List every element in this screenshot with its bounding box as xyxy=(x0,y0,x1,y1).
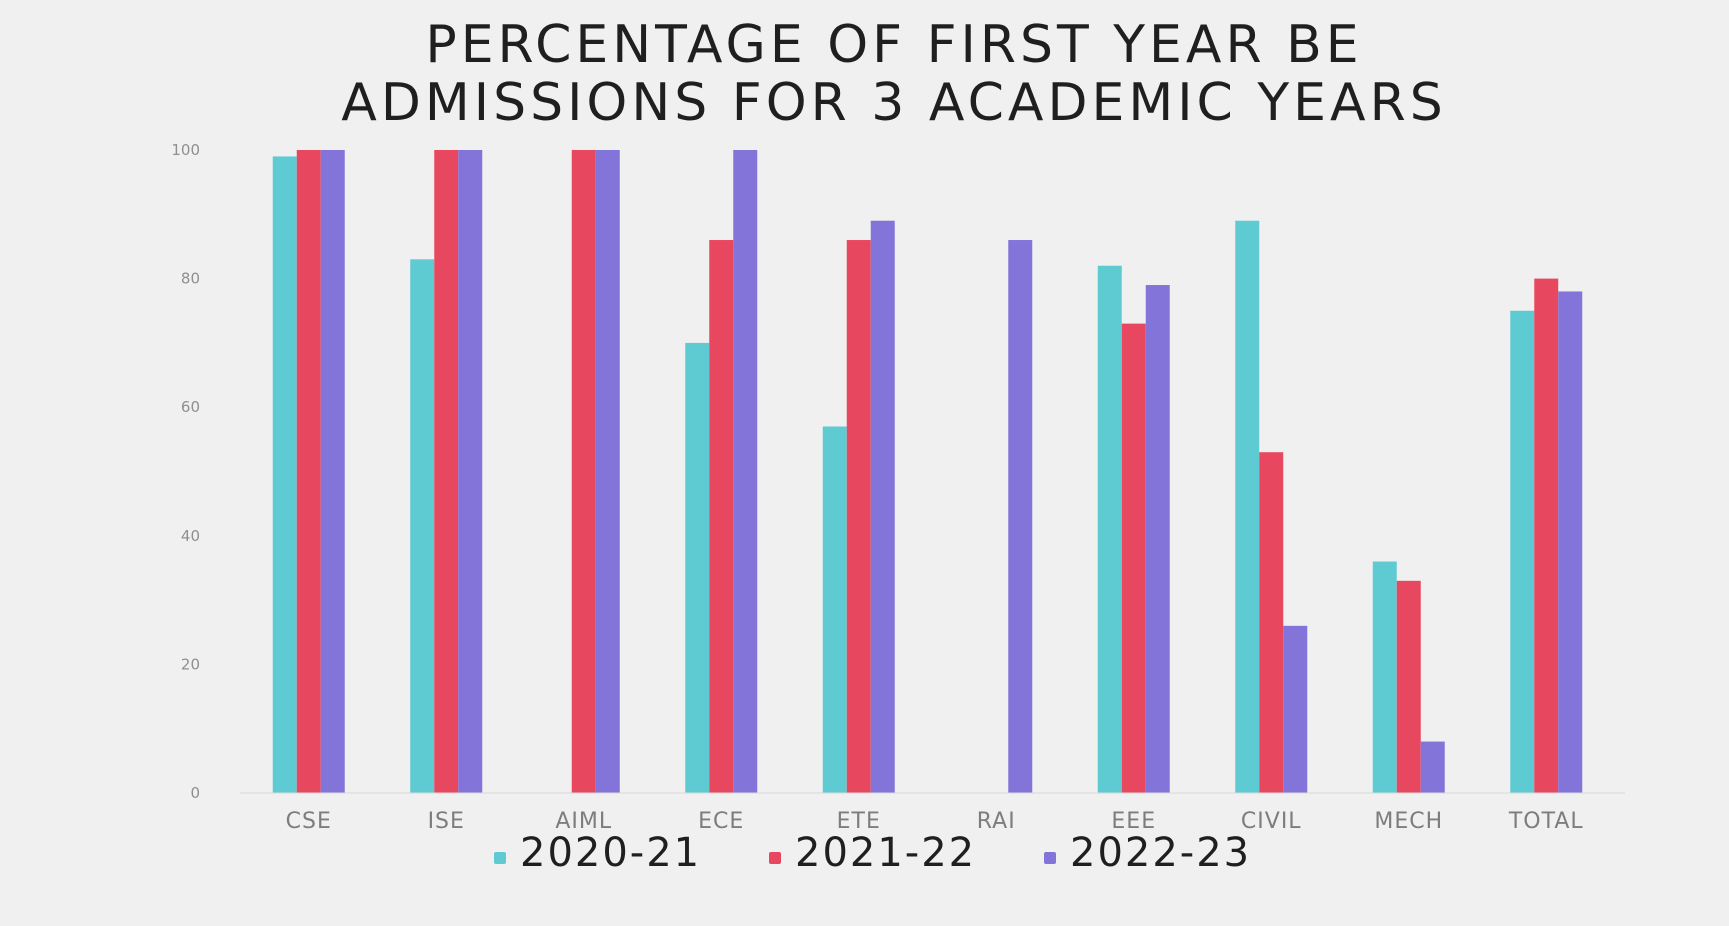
bar-ise-2020-21 xyxy=(410,259,435,793)
chart-title: PERCENTAGE OF FIRST YEAR BE ADMISSIONS F… xyxy=(341,15,1446,133)
legend-swatch-2021-22 xyxy=(769,852,781,864)
y-tick-label: 20 xyxy=(181,655,200,673)
x-tick-label: CSE xyxy=(286,809,332,834)
bar-ise-2022-23 xyxy=(458,150,483,793)
bar-eee-2021-22 xyxy=(1121,323,1146,793)
bar-total-2020-21 xyxy=(1510,310,1535,793)
bar-cse-2021-22 xyxy=(296,150,321,793)
x-tick-label: EEE xyxy=(1111,809,1156,834)
x-tick-label: MECH xyxy=(1374,809,1443,834)
bar-aiml-2022-23 xyxy=(595,150,620,793)
bar-cse-2020-21 xyxy=(272,156,297,793)
bar-eee-2022-23 xyxy=(1145,285,1170,793)
bar-civil-2022-23 xyxy=(1283,625,1308,793)
bar-civil-2021-22 xyxy=(1259,452,1284,793)
legend-label-2020-21: 2020-21 xyxy=(520,830,701,876)
bar-ete-2020-21 xyxy=(822,426,847,793)
bar-civil-2020-21 xyxy=(1235,220,1260,794)
bar-ece-2022-23 xyxy=(733,150,758,793)
legend-label-2021-22: 2021-22 xyxy=(795,830,976,876)
bar-mech-2021-22 xyxy=(1396,580,1421,793)
y-tick-label: 0 xyxy=(190,784,200,802)
x-tick-label: CIVIL xyxy=(1241,809,1302,834)
y-tick-label: 40 xyxy=(181,527,200,545)
legend-swatch-2022-23 xyxy=(1044,852,1056,864)
bars-group xyxy=(272,150,1583,794)
legend-label-2022-23: 2022-23 xyxy=(1070,830,1251,876)
y-tick-label: 60 xyxy=(181,398,200,416)
y-tick-label: 100 xyxy=(171,141,200,159)
y-tick-label: 80 xyxy=(181,270,200,288)
bar-mech-2022-23 xyxy=(1420,741,1445,793)
legend-swatch-2020-21 xyxy=(494,852,506,864)
x-tick-label: AIML xyxy=(555,809,612,834)
bar-ece-2020-21 xyxy=(685,342,710,793)
bar-cse-2022-23 xyxy=(320,150,345,793)
x-tick-label: TOTAL xyxy=(1508,809,1584,834)
x-tick-label: ECE xyxy=(698,809,744,834)
bar-aiml-2021-22 xyxy=(571,150,596,793)
bar-ete-2022-23 xyxy=(870,220,895,794)
chart-title-line-1: PERCENTAGE OF FIRST YEAR BE xyxy=(425,15,1362,75)
bar-total-2022-23 xyxy=(1558,291,1583,793)
bar-ete-2021-22 xyxy=(846,240,871,793)
bar-ece-2021-22 xyxy=(709,240,734,793)
bar-rai-2022-23 xyxy=(1008,240,1033,793)
legend: 2020-21 2021-22 2022-23 xyxy=(494,830,1251,876)
chart-title-line-2: ADMISSIONS FOR 3 ACADEMIC YEARS xyxy=(341,73,1446,133)
x-axis: CSE ISE AIML ECE ETE RAI EEE CIVIL MECH TOTAL xyxy=(286,809,1584,834)
x-tick-label: ETE xyxy=(837,809,881,834)
bar-ise-2021-22 xyxy=(434,150,459,793)
x-tick-label: ISE xyxy=(428,809,465,834)
bar-total-2021-22 xyxy=(1534,278,1559,794)
y-axis: 0 20 40 60 80 100 xyxy=(171,141,200,802)
bar-mech-2020-21 xyxy=(1372,561,1397,793)
x-tick-label: RAI xyxy=(977,809,1016,834)
bar-eee-2020-21 xyxy=(1097,265,1122,793)
